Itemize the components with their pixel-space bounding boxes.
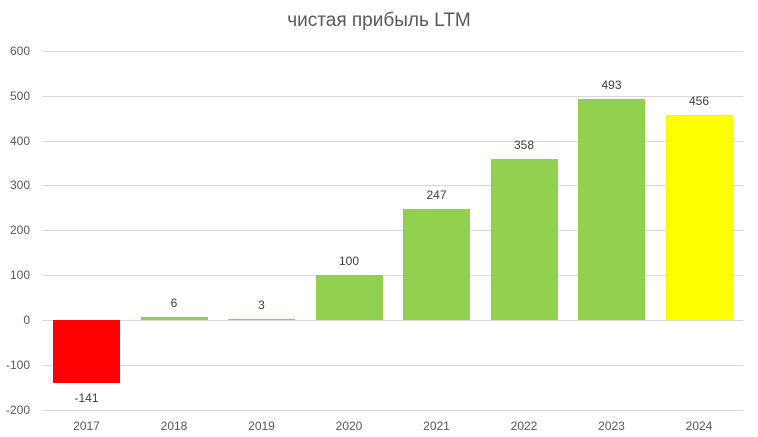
y-tick-label: -200 (5, 402, 30, 417)
bar-2023 (578, 98, 646, 320)
y-tick-label: 600 (9, 43, 30, 58)
x-tick-label: 2017 (73, 419, 100, 433)
gridline (43, 320, 743, 321)
bar-2018 (140, 317, 208, 320)
gridline (43, 51, 743, 52)
x-tick-label: 2022 (510, 419, 538, 433)
data-label: 100 (338, 254, 360, 269)
x-tick-label: 2024 (685, 419, 713, 433)
data-label: 358 (513, 138, 535, 153)
x-tick-label: 2019 (248, 419, 275, 433)
data-label: 247 (426, 188, 447, 203)
x-tick-label: 2018 (160, 419, 188, 433)
chart-title: чистая прибыль LTM (287, 10, 471, 31)
data-label: -141 (74, 391, 99, 406)
bar-2021 (403, 209, 471, 320)
y-tick-label: 400 (9, 133, 30, 148)
data-label: 6 (170, 296, 178, 311)
y-tick-label: 500 (9, 88, 30, 103)
gridline (43, 185, 743, 186)
x-tick-label: 2021 (423, 419, 450, 433)
gridline (43, 96, 743, 97)
gridline (43, 410, 743, 411)
data-label: 493 (601, 77, 622, 92)
bar-2020 (315, 275, 383, 320)
gridline (43, 365, 743, 366)
bar-2019 (228, 318, 296, 320)
data-label: 456 (688, 94, 710, 109)
gridline (43, 230, 743, 231)
bar-2017 (53, 320, 121, 384)
bar-2022 (490, 159, 558, 320)
bar-2024 (665, 115, 733, 320)
y-tick-label: 100 (9, 268, 30, 283)
y-tick-label: 200 (9, 223, 30, 238)
x-tick-label: 2023 (598, 419, 625, 433)
y-tick-label: 300 (9, 178, 30, 193)
data-label: 3 (258, 297, 265, 312)
x-tick-label: 2020 (335, 419, 363, 433)
gridline (43, 275, 743, 276)
y-tick-label: -100 (5, 357, 30, 372)
gridline (43, 141, 743, 142)
y-tick-label: 0 (23, 313, 30, 327)
